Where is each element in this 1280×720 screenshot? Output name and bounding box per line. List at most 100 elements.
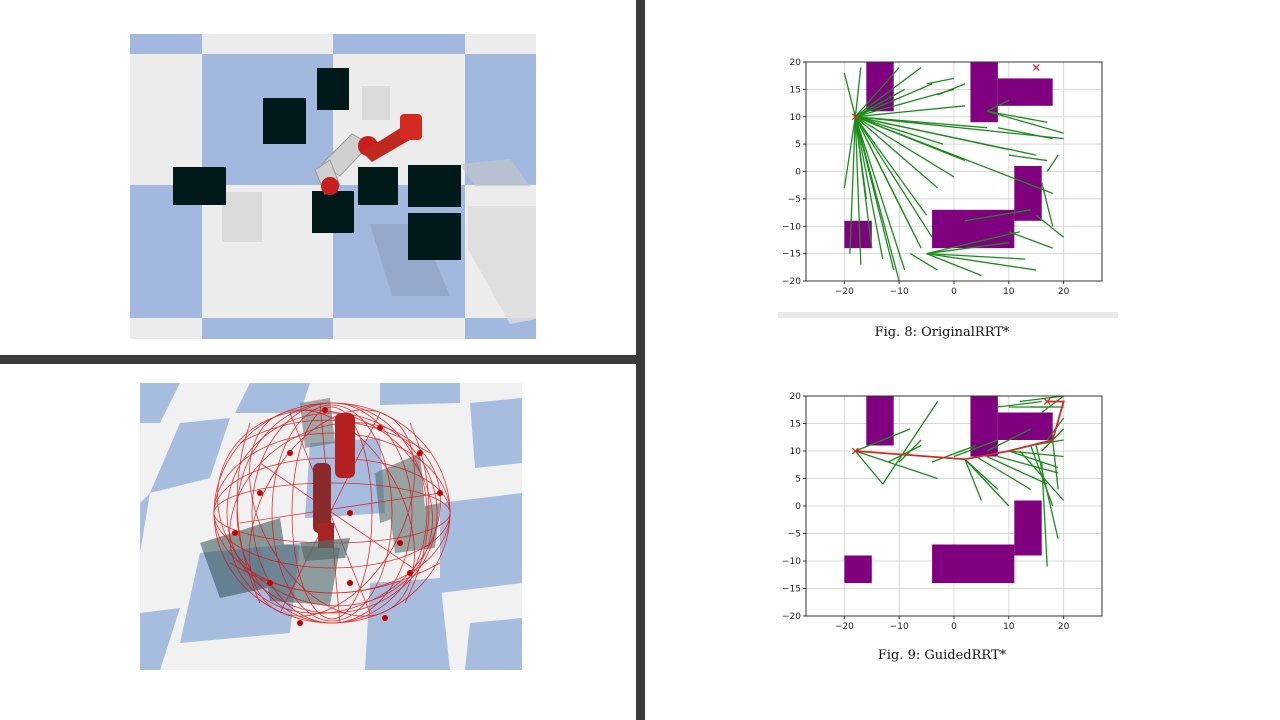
tree-edge (964, 458, 1010, 507)
y-tick-label: −10 (782, 557, 801, 567)
obstacle-rect (932, 544, 1015, 583)
tree-edge (986, 110, 1064, 134)
tree-edge (843, 72, 856, 117)
tree-edge (855, 88, 955, 118)
tree-edge (986, 428, 1032, 452)
y-tick-label: −5 (788, 195, 801, 205)
obstacle-rect (932, 209, 1015, 249)
tree-edge (855, 450, 938, 480)
goal-marker (1032, 64, 1040, 71)
tree-edge (997, 127, 1053, 140)
simulation-scene-topdown (130, 34, 536, 339)
tree-edge (1035, 214, 1065, 238)
plot-guided-rrt-star: −20 −10 0 10 20 20 15 10 5 0 −5 −10 −15 −20 (782, 392, 1103, 632)
tree-edge (1008, 450, 1059, 469)
y-tick-label: −10 (782, 222, 801, 232)
marker-stroke (1043, 398, 1051, 405)
tree-edge (855, 428, 911, 452)
x-tick-label: 20 (1058, 287, 1070, 297)
tree-edge (887, 444, 922, 463)
marker-stroke (1032, 64, 1040, 71)
tree-edge (986, 110, 1048, 123)
tree-edge (931, 444, 977, 463)
tree-edge (1052, 439, 1059, 490)
figure-caption-fig8: Fig. 8: OriginalRRT* (874, 325, 1010, 340)
tree-edge (882, 401, 939, 485)
tree-edge (854, 116, 938, 189)
tree-edge (1041, 182, 1054, 227)
tree-edge (997, 455, 1059, 474)
x-tick-label: 10 (1003, 287, 1015, 297)
tree-edge (926, 253, 982, 277)
robot-arm-3d (300, 413, 355, 561)
tree-edge (854, 116, 906, 271)
obstacle-rect (844, 555, 872, 583)
x-tick-label: 10 (1003, 622, 1015, 632)
tree-edge (909, 253, 938, 271)
simulation-view-3d (140, 383, 522, 670)
tree-edge (997, 400, 1042, 408)
y-tick-label: −5 (788, 530, 801, 540)
tree-edge (854, 67, 862, 117)
x-tick-label: 0 (951, 622, 957, 632)
y-tick-label: 20 (790, 392, 802, 402)
y-tick-label: 15 (790, 85, 801, 95)
start-marker (851, 113, 859, 121)
goal-marker (1043, 398, 1051, 405)
tree-edge (926, 252, 1037, 271)
y-tick-label: 5 (795, 140, 801, 150)
tree-edge (854, 450, 884, 485)
tree-edge (953, 439, 999, 458)
obstacle-rect (866, 62, 894, 112)
start-marker (851, 447, 859, 455)
tree-edge (926, 77, 955, 85)
y-tick-label: 0 (795, 168, 801, 178)
y-tick-label: 0 (795, 502, 801, 512)
obstacle-rect (997, 412, 1053, 440)
marker-stroke (851, 447, 859, 455)
tree-edge (1030, 445, 1054, 507)
x-tick-label: −20 (835, 287, 854, 297)
marker-stroke (851, 113, 859, 121)
x-tick-label: −10 (890, 622, 909, 632)
tree-edge (926, 242, 1009, 255)
plot-bottom-strip (778, 312, 1118, 318)
tree-edge (855, 116, 1037, 156)
sampled-path-sphere (213, 402, 451, 624)
obstacle-cubes (173, 68, 461, 260)
divider-vertical (636, 0, 645, 720)
sample-nodes (232, 407, 443, 626)
tree-edge (926, 252, 1026, 260)
tree-edge (843, 116, 856, 189)
tree-edge (964, 209, 1031, 222)
tree-edge (854, 116, 933, 238)
x-tick-label: −20 (835, 622, 854, 632)
divider-horizontal (0, 355, 636, 364)
y-tick-label: −20 (782, 612, 801, 622)
tree-edge (986, 99, 1010, 112)
tree-edge (855, 116, 966, 162)
simulation-scene-perspective (140, 383, 522, 670)
tree-edge (926, 231, 1020, 255)
y-tick-label: −15 (782, 250, 801, 260)
y-tick-label: −20 (782, 277, 801, 287)
tree-edge (854, 66, 922, 118)
tree-edge (854, 116, 900, 282)
tree-edge (1008, 154, 1048, 162)
figure-caption-fig9: Fig. 9: GuidedRRT* (877, 648, 1007, 663)
tree-edge (1008, 231, 1053, 249)
tree-edge (849, 116, 856, 254)
tree-edge (854, 116, 867, 199)
plot-original-rrt-star: −20 −10 0 10 20 20 15 10 5 0 −5 −10 −15 −20 (782, 58, 1103, 297)
tree-edge (854, 116, 884, 260)
robot-arm (314, 114, 422, 195)
tree-edge (964, 459, 983, 501)
tree-edge (855, 116, 944, 145)
tree-edge (1019, 395, 1064, 403)
obstacle-rect (1014, 166, 1042, 221)
obstacle-rect (844, 220, 872, 249)
y-tick-label: 20 (790, 58, 802, 68)
tree-edge (855, 116, 1064, 140)
y-tick-label: 10 (790, 447, 802, 457)
x-tick-label: −10 (890, 287, 909, 297)
